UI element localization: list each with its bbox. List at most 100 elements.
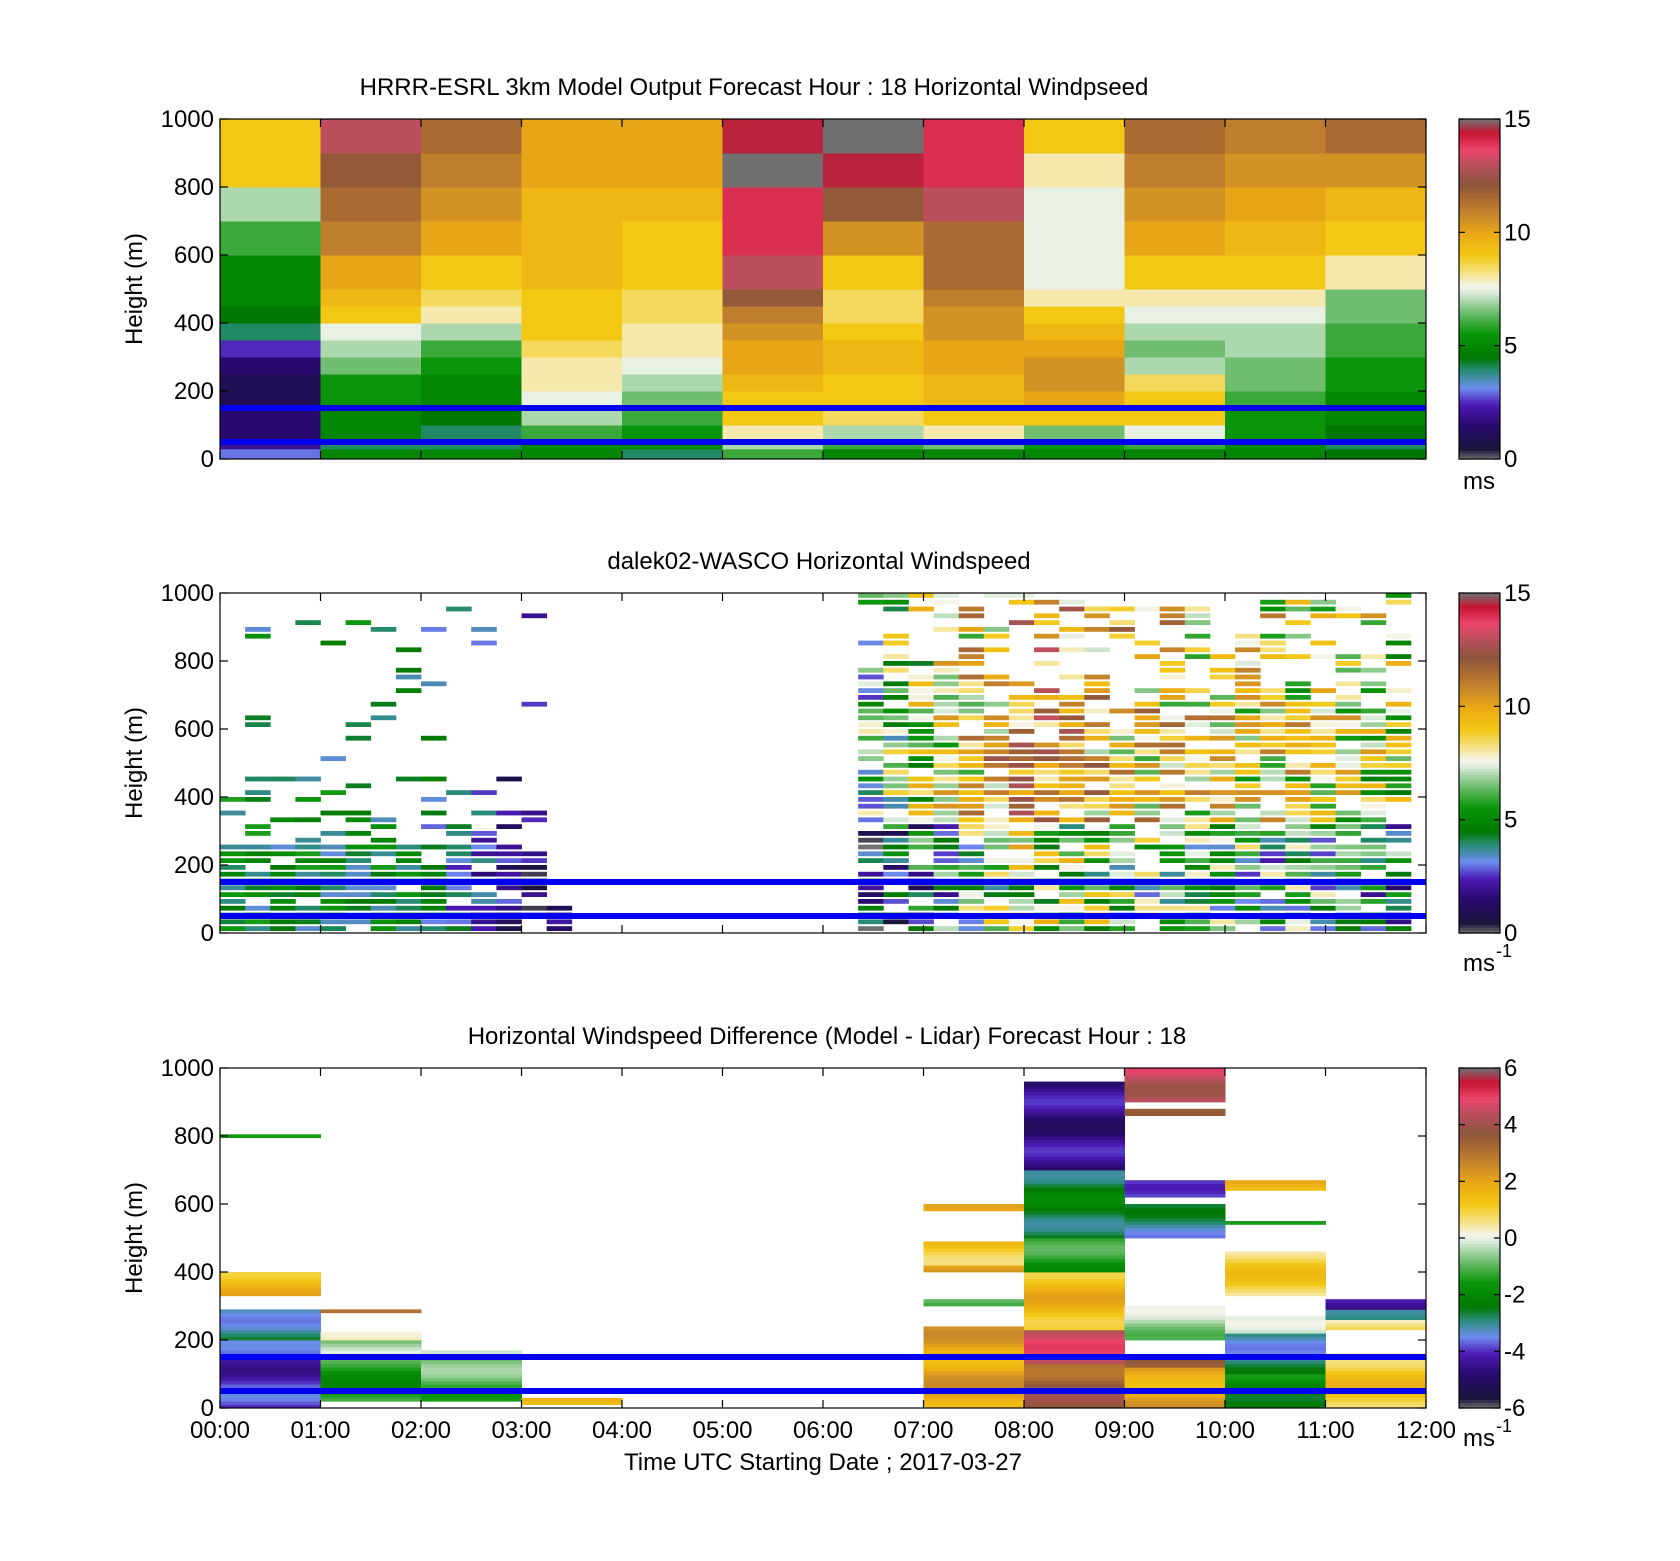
difference-cell [1124,1217,1226,1222]
difference-cell [1225,1394,1326,1399]
colorbar-swatch [1459,896,1500,900]
difference-cell [1325,1384,1427,1388]
y-tick-label: 1000 [161,1055,214,1082]
lidar-cell [345,783,372,789]
lidar-cell [1360,667,1387,673]
colorbar-tick-label: -2 [1504,1282,1525,1309]
lidar-cell [1059,851,1085,857]
model-cell [1325,340,1427,358]
lidar-cell [1385,851,1412,857]
difference-cell [1124,1190,1226,1195]
difference-cell [320,1397,422,1402]
lidar-cell [1360,858,1387,863]
lidar-cell [1335,851,1362,857]
lidar-cell [983,756,1010,761]
lidar-cell [345,892,372,897]
colorbar-swatch [1459,289,1500,293]
model-cell [923,187,1025,222]
colorbar-swatch [1459,876,1500,880]
colorbar-swatch [1459,314,1500,318]
lidar-cell [1134,756,1161,761]
model-cell [1225,289,1326,307]
lidar-cell [1159,674,1186,680]
lidar-cell [958,892,985,897]
lidar-cell [1360,817,1387,823]
lidar-cell [1134,763,1161,768]
difference-cell [1124,1088,1226,1093]
difference-cell [923,1346,1025,1351]
colorbar-swatch [1459,1206,1500,1211]
difference-cell [1024,1098,1125,1103]
lidar-cell [908,688,934,693]
lidar-cell [983,871,1010,877]
lidar-cell [883,851,909,857]
lidar-cell [1184,892,1211,897]
lidar-cell [270,776,296,782]
lidar-cell [1159,803,1186,809]
lidar-cell [1235,667,1261,673]
lidar-cell [1335,783,1362,789]
lidar-cell [933,681,960,687]
colorbar-swatch [1459,777,1500,781]
difference-cell [1124,1306,1226,1310]
lidar-cell [395,919,422,925]
model-cell [421,153,522,188]
colorbar-swatch [1459,277,1500,282]
difference-cell [1124,1394,1226,1399]
lidar-cell [370,824,397,829]
model-cell [1124,187,1226,222]
lidar-cell [1335,810,1362,816]
y-tick-label: 600 [174,242,214,269]
lidar-cell [245,776,271,782]
lidar-cell [320,858,347,863]
difference-cell [421,1370,522,1375]
lidar-cell [908,824,934,829]
lidar-cell [446,865,472,870]
lidar-cell [1084,695,1110,700]
lidar-cell [883,749,909,755]
lidar-cell [1360,885,1387,891]
lidar-cell [1335,708,1362,714]
colorbar-swatch [1459,1226,1500,1231]
difference-cell [1225,1404,1326,1409]
model-cell [923,425,1025,440]
lidar-cell [1235,763,1261,768]
colorbar-swatch [1459,1181,1500,1185]
lidar-cell [1209,885,1236,891]
difference-cell [220,1275,321,1280]
colorbar-tick-label: 0 [1504,1225,1517,1252]
lidar-cell [1034,769,1060,775]
lidar-cell [1335,919,1362,925]
lidar-cell [1209,824,1236,829]
difference-cell [923,1380,1025,1385]
lidar-cell [883,871,909,877]
lidar-cell [1235,769,1261,775]
lidar-cell [908,763,934,768]
lidar-cell [521,905,548,911]
lidar-cell [933,667,960,673]
lidar-cell [1335,871,1362,877]
colorbar-swatch [1459,916,1500,920]
lidar-cell [1034,763,1060,768]
model-cell [823,408,924,426]
difference-cell [1024,1122,1125,1127]
lidar-cell [446,926,472,931]
lidar-cell [1059,729,1085,734]
difference-cell [1024,1224,1125,1229]
model-cell [823,289,924,307]
lidar-cell [1260,742,1286,748]
colorbar-swatch [1459,331,1500,335]
lidar-cell [1159,667,1186,673]
lidar-cell [1184,613,1211,619]
lidar-cell [858,885,884,891]
lidar-cell [270,899,296,904]
lidar-cell [1235,674,1261,680]
lidar-cell [1134,885,1161,891]
lidar-cell [220,858,246,863]
model-cell [722,306,824,324]
lidar-cell [958,769,985,775]
difference-cell [923,1340,1025,1344]
difference-cell [1124,1071,1226,1076]
lidar-cell [958,919,985,925]
lidar-cell [908,661,934,666]
